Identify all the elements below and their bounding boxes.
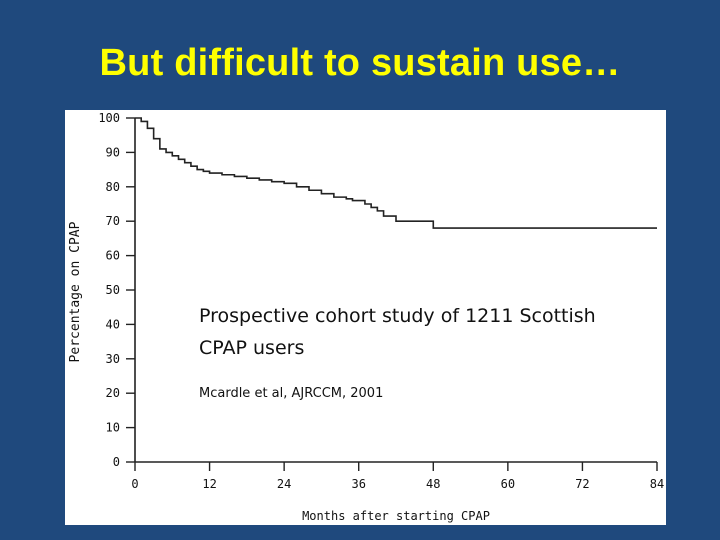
y-tick-label: 80 [106, 180, 120, 194]
x-axis-label: Months after starting CPAP [302, 509, 490, 523]
citation: Mcardle et al, AJRCCM, 2001 [199, 386, 384, 401]
x-axis-ticks: 0 12 24 36 48 60 72 84 [131, 462, 664, 491]
y-axis-label: Percentage on CPAP [68, 221, 83, 362]
y-tick-label: 40 [106, 317, 120, 331]
x-tick-label: 48 [426, 477, 440, 491]
series-line [135, 117, 657, 229]
y-tick-label: 20 [106, 386, 120, 400]
y-tick-label: 60 [106, 249, 120, 263]
y-tick-label: 0 [113, 455, 120, 469]
x-tick-label: 84 [650, 477, 664, 491]
y-tick-label: 90 [106, 145, 120, 159]
y-tick-label: 10 [106, 421, 120, 435]
survival-chart-panel: 0 10 20 30 40 50 60 70 80 90 100 0 12 24 36 48 60 72 84 P… [65, 110, 666, 525]
x-tick-label: 0 [131, 477, 138, 491]
slide-title: But difficult to sustain use… [99, 42, 621, 84]
y-tick-label: 30 [106, 352, 120, 366]
x-tick-label: 12 [202, 477, 216, 491]
y-tick-label: 70 [106, 214, 120, 228]
y-tick-label: 100 [98, 111, 120, 125]
y-tick-label: 50 [106, 283, 120, 297]
x-tick-label: 36 [351, 477, 365, 491]
y-axis-ticks: 0 10 20 30 40 50 60 70 80 90 100 [98, 111, 135, 469]
survival-chart: 0 10 20 30 40 50 60 70 80 90 100 0 12 24 36 48 60 72 84 P… [68, 111, 664, 523]
x-tick-label: 60 [501, 477, 515, 491]
x-tick-label: 24 [277, 477, 291, 491]
study-description: Prospective cohort study of 1211 Scottis… [199, 305, 596, 359]
x-tick-label: 72 [575, 477, 589, 491]
